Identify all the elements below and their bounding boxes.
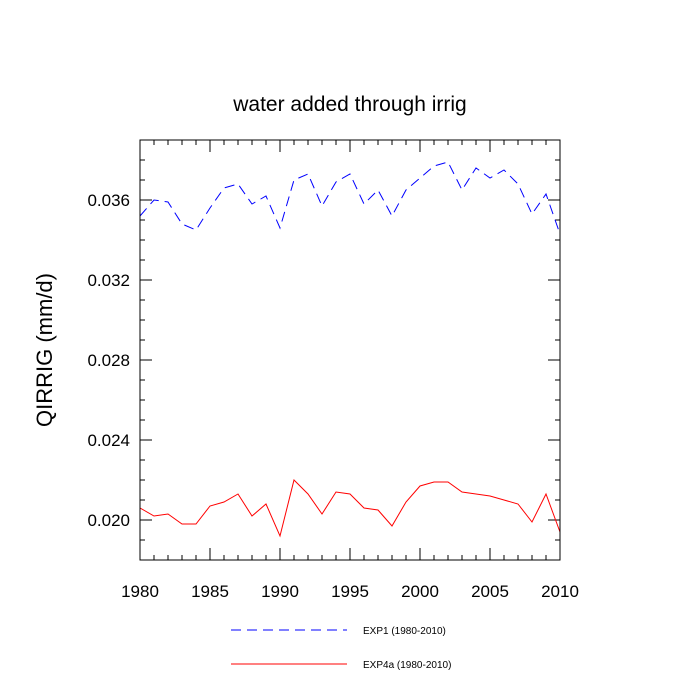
y-tick-label: 0.024 <box>87 431 130 450</box>
x-tick-label: 2005 <box>471 582 509 601</box>
y-tick-label: 0.028 <box>87 351 130 370</box>
x-tick-label: 1985 <box>191 582 229 601</box>
plot-frame <box>139 139 561 561</box>
x-tick-label: 2010 <box>541 582 579 601</box>
x-tick-label: 1995 <box>331 582 369 601</box>
legend-label: EXP1 (1980-2010) <box>363 626 446 637</box>
y-tick-label: 0.020 <box>87 511 130 530</box>
series-line <box>139 479 561 538</box>
axis-ticks: 1980 1985 1990 1995 2000 2005 2010 0.020 0.024 0.… <box>87 139 579 601</box>
y-tick-label: 0.036 <box>87 191 130 210</box>
chart-title: water added through irrig <box>232 93 466 116</box>
series-lines <box>139 161 561 538</box>
y-axis-label: QIRRIG (mm/d) <box>32 273 57 427</box>
x-tick-label: 2000 <box>401 582 439 601</box>
legend-label: EXP4a (1980-2010) <box>363 660 451 671</box>
y-tick-label: 0.032 <box>87 271 130 290</box>
legend: EXP1 (1980-2010) EXP4a (1980-2010) <box>231 626 451 671</box>
series-line <box>139 161 561 235</box>
x-tick-label: 1980 <box>121 582 159 601</box>
x-tick-label: 1990 <box>261 582 299 601</box>
